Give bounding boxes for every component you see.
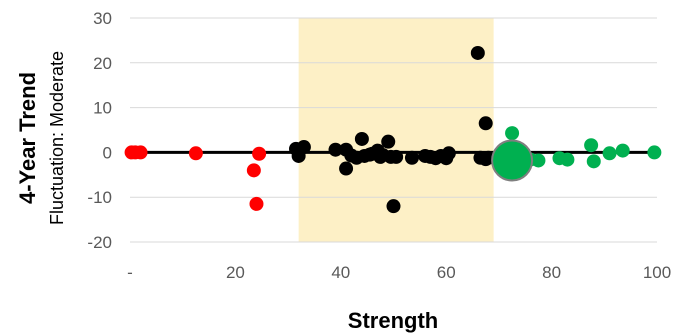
- data-point: [586, 154, 601, 169]
- y-tick-label: 30: [93, 9, 112, 28]
- x-tick-label: 60: [437, 263, 456, 282]
- y-tick-label: 0: [103, 143, 112, 162]
- data-point: [404, 150, 419, 165]
- y-tick-label: 10: [93, 99, 112, 118]
- x-tick-label: 40: [331, 263, 350, 282]
- x-tick-label: 20: [226, 263, 245, 282]
- y-tick-label: -10: [87, 188, 112, 207]
- data-point: [328, 142, 343, 157]
- data-point: [389, 149, 404, 164]
- y-axis-label: 4-Year Trend: [15, 72, 40, 204]
- data-point: [602, 146, 617, 161]
- y-tick-label: -20: [87, 233, 112, 252]
- data-point: [615, 143, 630, 158]
- highlighted-data-point: [491, 139, 534, 182]
- data-point: [531, 153, 546, 168]
- data-point: [188, 146, 203, 161]
- data-point: [381, 134, 396, 149]
- data-point: [133, 145, 148, 160]
- data-point: [252, 146, 267, 161]
- x-tick-label: 100: [643, 263, 671, 282]
- data-point: [441, 146, 456, 161]
- x-tick-label: -: [127, 263, 133, 282]
- data-point: [246, 163, 261, 178]
- data-point: [584, 138, 599, 153]
- data-point: [296, 140, 311, 155]
- data-point: [386, 199, 401, 214]
- data-point: [505, 126, 520, 141]
- x-tick-label: 80: [542, 263, 561, 282]
- y-axis-subtitle: Fluctuation: Moderate: [47, 51, 67, 225]
- data-point: [470, 45, 485, 60]
- y-tick-label: 20: [93, 54, 112, 73]
- data-point: [560, 152, 575, 167]
- data-point: [354, 131, 369, 146]
- data-point: [339, 161, 354, 176]
- data-point: [647, 145, 662, 160]
- x-axis-label: Strength: [348, 308, 438, 333]
- data-point: [478, 116, 493, 131]
- data-point: [249, 196, 264, 211]
